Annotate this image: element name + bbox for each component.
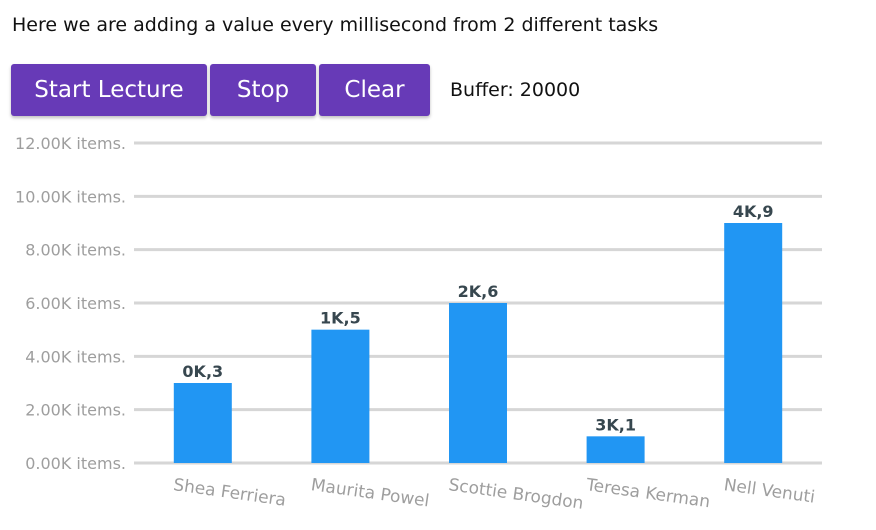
y-tick-label: 4.00K items. xyxy=(25,347,126,366)
buffer-status: Buffer: 20000 xyxy=(450,79,581,101)
start-lecture-button[interactable]: Start Lecture xyxy=(11,64,207,116)
bar xyxy=(724,223,783,463)
bar xyxy=(173,383,232,463)
y-tick-label: 8.00K items. xyxy=(25,241,126,260)
bar xyxy=(449,303,507,463)
y-tick-label: 0.00K items. xyxy=(25,454,126,473)
y-tick-label: 6.00K items. xyxy=(25,294,126,313)
x-category-label: Scottie Brogdon xyxy=(447,475,584,514)
y-tick-label: 12.00K items. xyxy=(15,134,126,153)
clear-button[interactable]: Clear xyxy=(319,64,430,116)
bar xyxy=(586,436,645,463)
y-tick-label: 2.00K items. xyxy=(25,401,126,420)
x-category-label: Nell Venuti xyxy=(723,475,817,508)
stop-button[interactable]: Stop xyxy=(210,64,316,116)
bar-data-label: 2K,6 xyxy=(458,282,499,301)
bar-data-label: 4K,9 xyxy=(733,202,774,221)
y-tick-label: 10.00K items. xyxy=(15,187,126,206)
x-category-label: Maurita Powel xyxy=(310,475,431,511)
page-description: Here we are adding a value every millise… xyxy=(12,14,659,36)
bar-data-label: 3K,1 xyxy=(595,415,636,434)
x-category-label: Teresa Kerman xyxy=(584,475,711,512)
x-category-label: Shea Ferriera xyxy=(172,475,287,511)
bar-data-label: 1K,5 xyxy=(320,309,361,328)
toolbar: Start Lecture Stop Clear Buffer: 20000 xyxy=(11,64,580,116)
bar-data-label: 0K,3 xyxy=(182,362,223,381)
bar xyxy=(311,329,370,463)
